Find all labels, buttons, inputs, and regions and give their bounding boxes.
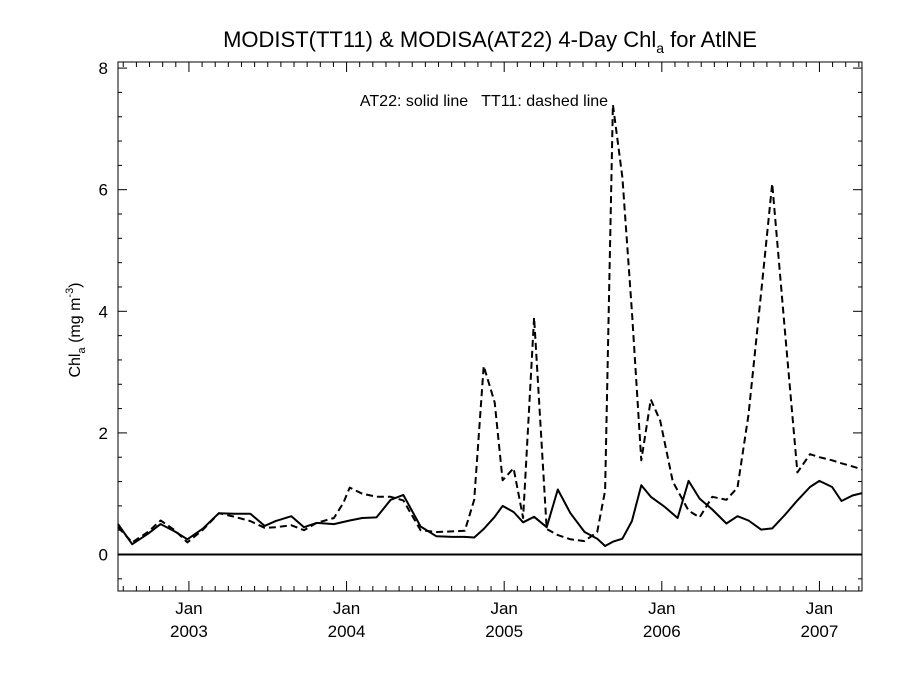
x-tick-label-month: Jan — [490, 599, 517, 618]
plot-area: 0 2 4 6 8 Jan 2003 Jan 2004 Jan 2005 Jan 2006 Jan 2007 — [99, 59, 863, 641]
y-tick-label: 0 — [99, 546, 108, 565]
y-tick-label: 8 — [99, 59, 108, 78]
chart-title: MODIST(TT11) & MODISA(AT22) 4-Day Chla f… — [223, 27, 757, 56]
x-tick-label-month: Jan — [175, 599, 202, 618]
x-tick-label-month: Jan — [333, 599, 360, 618]
x-tick-label-year: 2003 — [170, 622, 208, 641]
x-tick-label-month: Jan — [648, 599, 675, 618]
chart-title-suffix: for AtlNE — [664, 27, 757, 52]
y-axis-label-units: (mg m — [67, 298, 84, 348]
y-tick-label: 4 — [99, 302, 108, 321]
y-axis-label-subscript: a — [76, 347, 88, 354]
chart-title-subscript: a — [656, 40, 664, 56]
y-axis-label-main: Chl — [67, 354, 84, 378]
plot-frame — [117, 61, 863, 592]
x-tick-label-year: 2007 — [801, 622, 839, 641]
y-tick-label: 6 — [99, 181, 108, 200]
series-line-at22 — [117, 479, 863, 547]
x-tick-label-month: Jan — [806, 599, 833, 618]
y-axis-label-units-close: ) — [67, 282, 84, 287]
series-line-tt11 — [117, 103, 863, 544]
x-tick-label-year: 2006 — [643, 622, 681, 641]
legend-annotation: AT22: solid line TT11: dashed line — [360, 93, 608, 110]
y-axis-label: Chla (mg m-3) — [64, 282, 88, 377]
x-tick-label-year: 2004 — [328, 622, 366, 641]
y-axis-label-superscript: -3 — [64, 288, 76, 298]
x-tick-label-year: 2005 — [485, 622, 523, 641]
y-tick-label: 2 — [99, 424, 108, 443]
chart-title-main: MODIST(TT11) & MODISA(AT22) 4-Day Chl — [223, 27, 656, 52]
